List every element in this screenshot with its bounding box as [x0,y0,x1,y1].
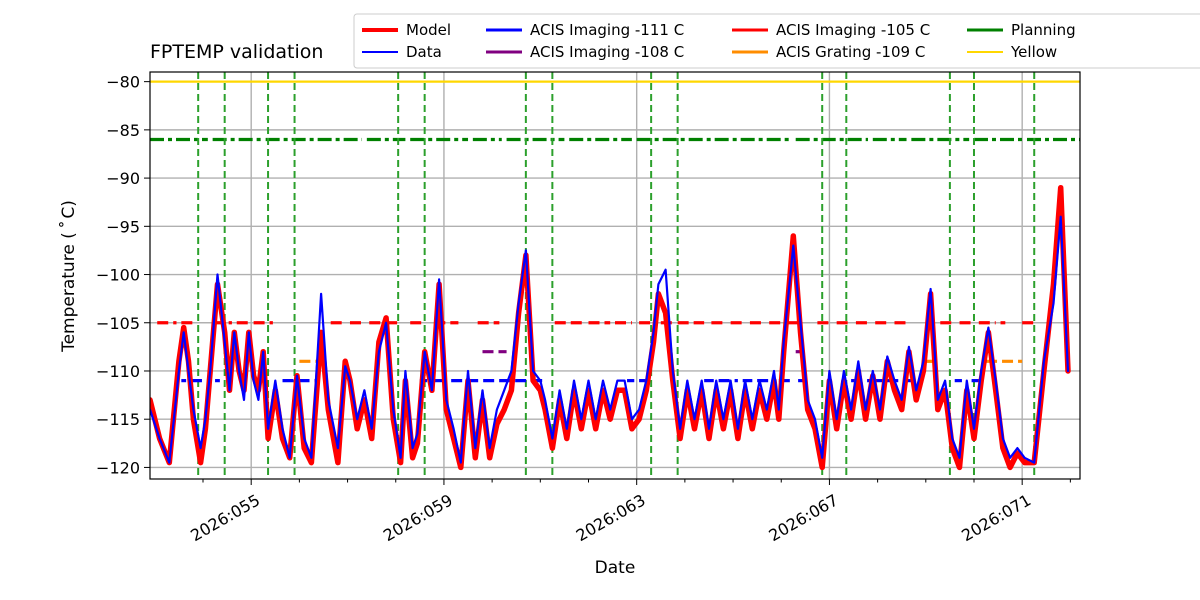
chart-title: FPTEMP validation [150,41,323,63]
y-tick-label: −85 [106,121,140,140]
series-lines [150,184,1071,471]
legend-entry-label: Model [406,21,451,39]
y-axis-ticks: −80 −85 −90 −95 −100 −105 −110 −115 −120 [96,73,150,477]
legend-entry-label: ACIS Imaging -108 C [530,43,684,61]
y-tick-label: −115 [96,410,140,429]
legend-entry-label: Data [406,43,442,61]
y-tick-label: −90 [106,169,140,188]
x-axis-label: Date [595,558,636,578]
y-tick-label: −80 [106,73,140,92]
plot-area [150,72,1080,479]
y-tick-label: −95 [106,217,140,236]
data-series-line [150,215,1070,464]
legend-entry-label: ACIS Imaging -111 C [530,21,684,39]
y-tick-label: −110 [96,362,140,381]
legend-entry-label: ACIS Grating -109 C [776,43,925,61]
y-tick-label: −120 [96,458,140,477]
legend-box [353,13,1200,69]
vertical-markers [197,72,1036,479]
model-series-line [150,184,1071,471]
y-tick-label: −105 [96,314,140,333]
legend-entry-label: Planning [1011,21,1076,39]
reference-lines [150,80,1080,142]
legend-entry-label: Yellow [1010,43,1057,61]
plot-frame [149,71,1081,480]
y-tick-label: −100 [96,266,140,285]
legend-entry-label: ACIS Imaging -105 C [776,21,930,39]
legend: Model Data ACIS Imaging -111 C ACIS Imaging… [353,13,1200,69]
state-segments [157,321,1035,383]
y-axis-label: Temperature ( ˚ C) [58,200,79,353]
